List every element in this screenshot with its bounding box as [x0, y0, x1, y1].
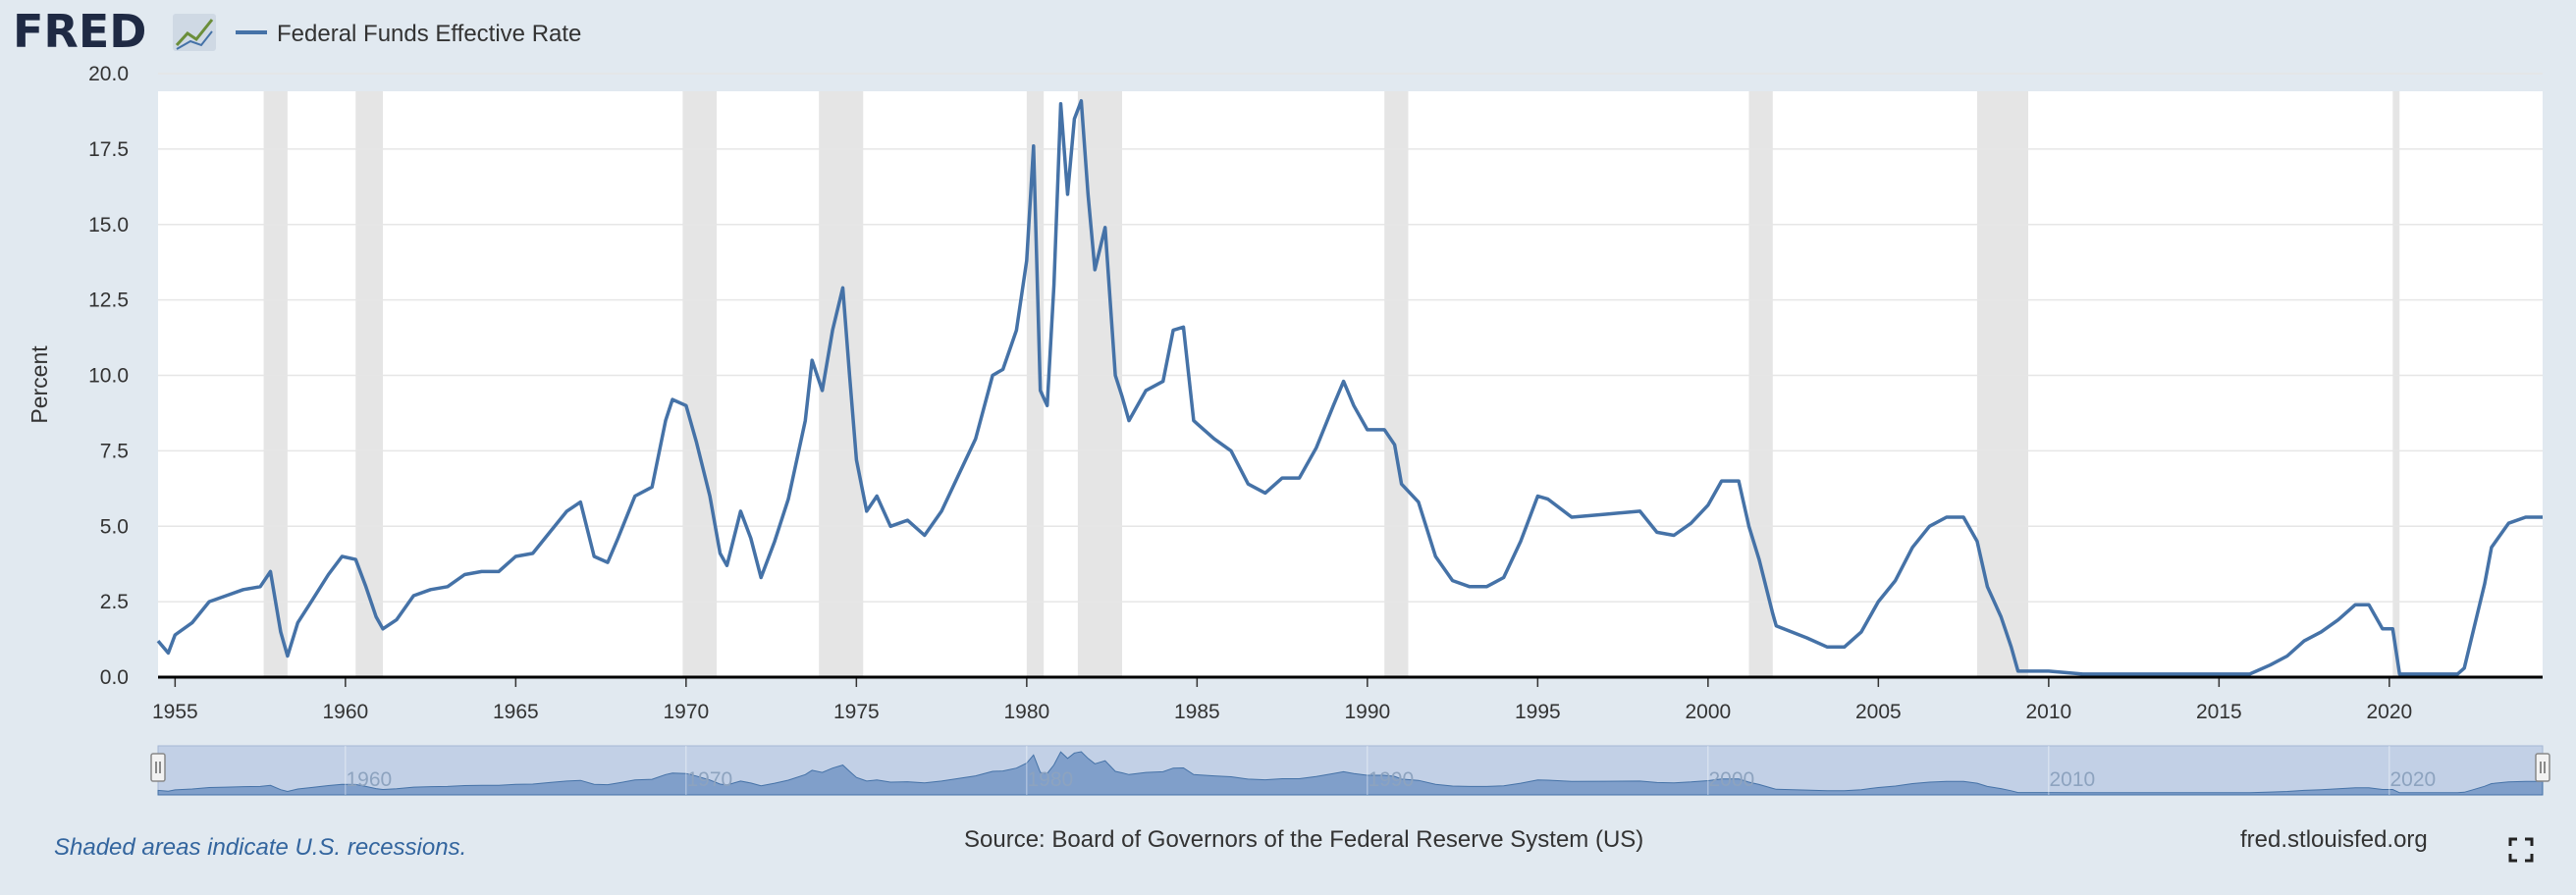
recession-band — [1976, 91, 2029, 677]
recession-band — [682, 91, 718, 677]
fred-logo[interactable]: FRED — [13, 5, 216, 58]
y-tick-label: 0.0 — [100, 666, 129, 689]
legend[interactable]: Federal Funds Effective Rate — [236, 21, 581, 47]
navigator-tick-label: 2000 — [1708, 768, 1754, 791]
y-axis-ticks: 0.0 2.5 5.0 7.5 10.0 12.5 15.0 17.5 20.0 — [88, 63, 129, 689]
recession-band — [1026, 91, 1045, 677]
y-tick-label: 2.5 — [100, 591, 129, 613]
y-tick-label: 7.5 — [100, 440, 129, 462]
navigator-ticks: 1960 1970 1980 1990 2000 2010 2020 — [345, 746, 2436, 795]
recession-band — [1384, 91, 1409, 677]
navigator-tick-label: 1960 — [346, 768, 392, 791]
y-tick-label: 10.0 — [88, 365, 129, 388]
source-text: Source: Board of Governors of the Federa… — [964, 826, 1644, 853]
x-tick-label: 2005 — [1855, 701, 1902, 723]
y-tick-label: 20.0 — [88, 63, 129, 85]
navigator-tick-label: 2020 — [2389, 768, 2436, 791]
navigator-handle-left[interactable] — [150, 753, 166, 782]
navigator-tick-label: 1990 — [1368, 768, 1414, 791]
navigator-handle-right[interactable] — [2535, 753, 2550, 782]
y-tick-label: 5.0 — [100, 515, 129, 538]
navigator-area — [157, 751, 2544, 796]
recession-band — [1748, 91, 1773, 677]
x-tick-label: 1980 — [1003, 701, 1049, 723]
y-tick-label: 15.0 — [88, 214, 129, 237]
plot-background — [158, 91, 2543, 677]
x-tick-label: 2000 — [1685, 701, 1731, 723]
y-axis-label: Percent — [27, 345, 52, 424]
logo-text: FRED — [13, 5, 146, 58]
series-line — [156, 98, 2543, 676]
recession-band — [263, 91, 288, 677]
y-tick-label: 17.5 — [88, 138, 129, 161]
x-tick-label: 2010 — [2025, 701, 2071, 723]
navigator-tick-label: 1980 — [1027, 768, 1073, 791]
gridlines — [158, 73, 2543, 603]
fred-url-link[interactable]: fred.stlouisfed.org — [2240, 826, 2428, 853]
navigator-tick-label: 1970 — [686, 768, 732, 791]
recession-band — [355, 91, 384, 677]
x-tick-label: 1995 — [1515, 701, 1561, 723]
x-tick-label: 1965 — [493, 701, 539, 723]
y-tick-label: 12.5 — [88, 290, 129, 312]
x-tick-label: 1990 — [1344, 701, 1390, 723]
x-tick-label: 1970 — [663, 701, 709, 723]
recession-band — [819, 91, 864, 677]
x-tick-label: 2020 — [2366, 701, 2412, 723]
fred-graph-icon — [173, 14, 216, 51]
fullscreen-icon[interactable] — [2508, 837, 2534, 863]
recession-band — [1077, 91, 1123, 677]
x-axis-ticks: 1955 1960 1965 1970 1975 1980 1985 1990 1995 2000… — [152, 677, 2412, 723]
x-tick-label: 1975 — [833, 701, 880, 723]
recession-note: Shaded areas indicate U.S. recessions. — [54, 834, 467, 861]
x-tick-label: 1955 — [152, 701, 198, 723]
navigator-tick-label: 2010 — [2049, 768, 2095, 791]
x-tick-label: 1960 — [322, 701, 368, 723]
navigator[interactable]: 1960 1970 1980 1990 2000 2010 2020 — [150, 745, 2550, 796]
legend-label: Federal Funds Effective Rate — [277, 21, 581, 47]
x-tick-label: 1985 — [1174, 701, 1220, 723]
x-tick-label: 2015 — [2196, 701, 2242, 723]
recession-band — [2392, 91, 2400, 677]
